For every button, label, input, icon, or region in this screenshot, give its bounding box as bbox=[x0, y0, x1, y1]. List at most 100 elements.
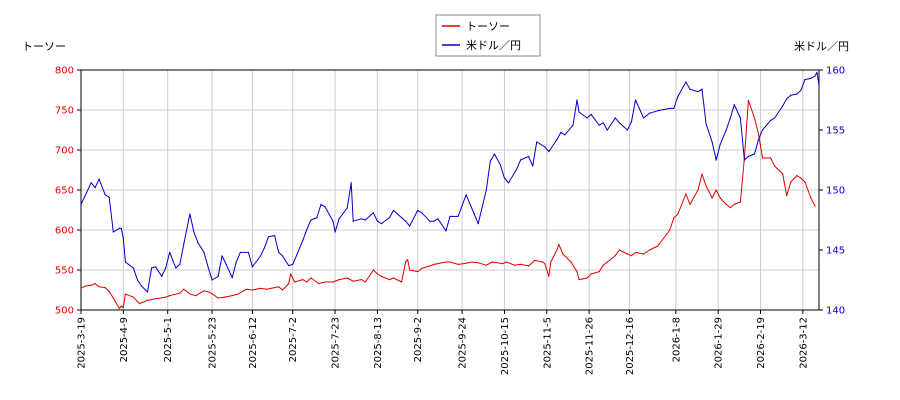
data-point-torso bbox=[578, 279, 580, 281]
x-tick-label: 2025-5-1 bbox=[163, 317, 174, 362]
data-point-torso bbox=[265, 288, 268, 290]
data-point-torso bbox=[223, 296, 225, 298]
data-point-usdjpy bbox=[697, 91, 699, 93]
data-point-usdjpy bbox=[136, 279, 139, 281]
data-point-torso bbox=[685, 193, 687, 195]
data-point-usdjpy bbox=[669, 107, 671, 109]
data-point-torso bbox=[630, 255, 633, 257]
data-point-torso bbox=[598, 271, 600, 273]
data-point-usdjpy bbox=[816, 71, 818, 73]
data-point-usdjpy bbox=[790, 94, 792, 96]
data-point-usdjpy bbox=[316, 217, 318, 219]
data-point-usdjpy bbox=[544, 146, 546, 148]
data-point-usdjpy bbox=[786, 98, 788, 100]
data-point-usdjpy bbox=[770, 119, 772, 121]
data-point-usdjpy bbox=[753, 153, 756, 155]
data-point-usdjpy bbox=[578, 111, 580, 113]
data-point-usdjpy bbox=[288, 265, 290, 267]
data-point-usdjpy bbox=[247, 251, 249, 253]
data-point-usdjpy bbox=[634, 99, 637, 101]
data-point-torso bbox=[364, 281, 366, 283]
data-point-usdjpy bbox=[183, 243, 185, 245]
data-point-usdjpy bbox=[677, 95, 679, 97]
data-point-usdjpy bbox=[302, 239, 304, 241]
data-point-torso bbox=[471, 261, 473, 263]
data-point-torso bbox=[179, 292, 181, 294]
data-point-torso bbox=[195, 295, 197, 297]
data-point-torso bbox=[457, 263, 459, 265]
data-point-usdjpy bbox=[211, 279, 213, 281]
data-point-usdjpy bbox=[493, 153, 495, 155]
data-point-usdjpy bbox=[685, 81, 687, 83]
data-point-torso bbox=[804, 181, 806, 183]
ticks: 500 550 600 650 700 750 800 140 145 150 155 160 2025… bbox=[55, 66, 845, 376]
data-point-torso bbox=[104, 287, 106, 289]
data-point-usdjpy bbox=[705, 123, 707, 125]
data-point-usdjpy bbox=[278, 251, 280, 253]
data-point-torso bbox=[169, 295, 171, 297]
data-point-torso bbox=[705, 185, 707, 187]
data-point-usdjpy bbox=[118, 227, 120, 229]
data-point-torso bbox=[761, 157, 764, 159]
data-point-usdjpy bbox=[417, 209, 419, 211]
data-point-usdjpy bbox=[630, 121, 633, 123]
data-point-torso bbox=[388, 279, 391, 281]
data-point-usdjpy bbox=[320, 203, 322, 205]
data-point-torso bbox=[98, 286, 100, 288]
data-point-usdjpy bbox=[489, 160, 491, 162]
data-point-torso bbox=[429, 265, 431, 267]
data-point-usdjpy bbox=[614, 117, 616, 119]
data-point-torso bbox=[550, 261, 552, 263]
data-point-usdjpy bbox=[239, 251, 241, 253]
data-point-usdjpy bbox=[94, 187, 96, 189]
data-point-torso bbox=[520, 263, 522, 265]
data-point-torso bbox=[409, 269, 411, 271]
data-point-torso bbox=[122, 307, 124, 309]
data-point-torso bbox=[796, 175, 798, 177]
data-point-torso bbox=[332, 281, 334, 283]
data-point-usdjpy bbox=[207, 266, 209, 268]
data-point-torso bbox=[278, 286, 280, 288]
data-point-torso bbox=[800, 177, 802, 179]
data-point-usdjpy bbox=[282, 255, 284, 257]
y-left-tick-label: 550 bbox=[55, 266, 74, 277]
data-point-torso bbox=[814, 205, 816, 207]
data-point-torso bbox=[380, 275, 382, 277]
x-tick-label: 2025-5-23 bbox=[208, 317, 219, 369]
data-point-usdjpy bbox=[161, 275, 163, 277]
data-point-torso bbox=[677, 213, 679, 215]
y-right-tick-label: 160 bbox=[826, 66, 845, 77]
data-point-usdjpy bbox=[445, 230, 447, 232]
data-point-usdjpy bbox=[140, 285, 143, 287]
data-point-torso bbox=[697, 189, 699, 191]
data-point-usdjpy bbox=[217, 275, 219, 277]
data-point-usdjpy bbox=[548, 151, 550, 153]
data-point-torso bbox=[558, 243, 560, 245]
data-point-torso bbox=[433, 263, 435, 265]
data-point-torso bbox=[237, 293, 239, 295]
data-point-usdjpy bbox=[251, 266, 253, 268]
legend-label-usdjpy: 米ドル／円 bbox=[466, 39, 521, 52]
data-point-torso bbox=[626, 253, 629, 255]
data-point-usdjpy bbox=[657, 110, 659, 112]
data-point-usdjpy bbox=[338, 218, 340, 220]
x-tick-label: 2025-11-26 bbox=[585, 317, 596, 375]
data-point-torso bbox=[132, 296, 134, 298]
data-point-torso bbox=[544, 263, 546, 265]
data-point-usdjpy bbox=[334, 231, 336, 233]
data-point-torso bbox=[505, 261, 508, 263]
data-point-torso bbox=[165, 296, 167, 298]
data-point-usdjpy bbox=[804, 79, 806, 81]
data-point-torso bbox=[401, 281, 403, 283]
x-tick-label: 2025-7-2 bbox=[288, 317, 299, 362]
data-point-torso bbox=[112, 297, 114, 299]
data-point-usdjpy bbox=[437, 218, 439, 220]
data-point-usdjpy bbox=[350, 182, 352, 184]
data-point-torso bbox=[203, 290, 205, 292]
data-point-torso bbox=[673, 217, 675, 219]
data-point-usdjpy bbox=[165, 267, 167, 269]
x-tick-label: 2025-7-23 bbox=[331, 317, 342, 369]
data-point-usdjpy bbox=[98, 178, 100, 180]
data-point-usdjpy bbox=[689, 88, 691, 90]
